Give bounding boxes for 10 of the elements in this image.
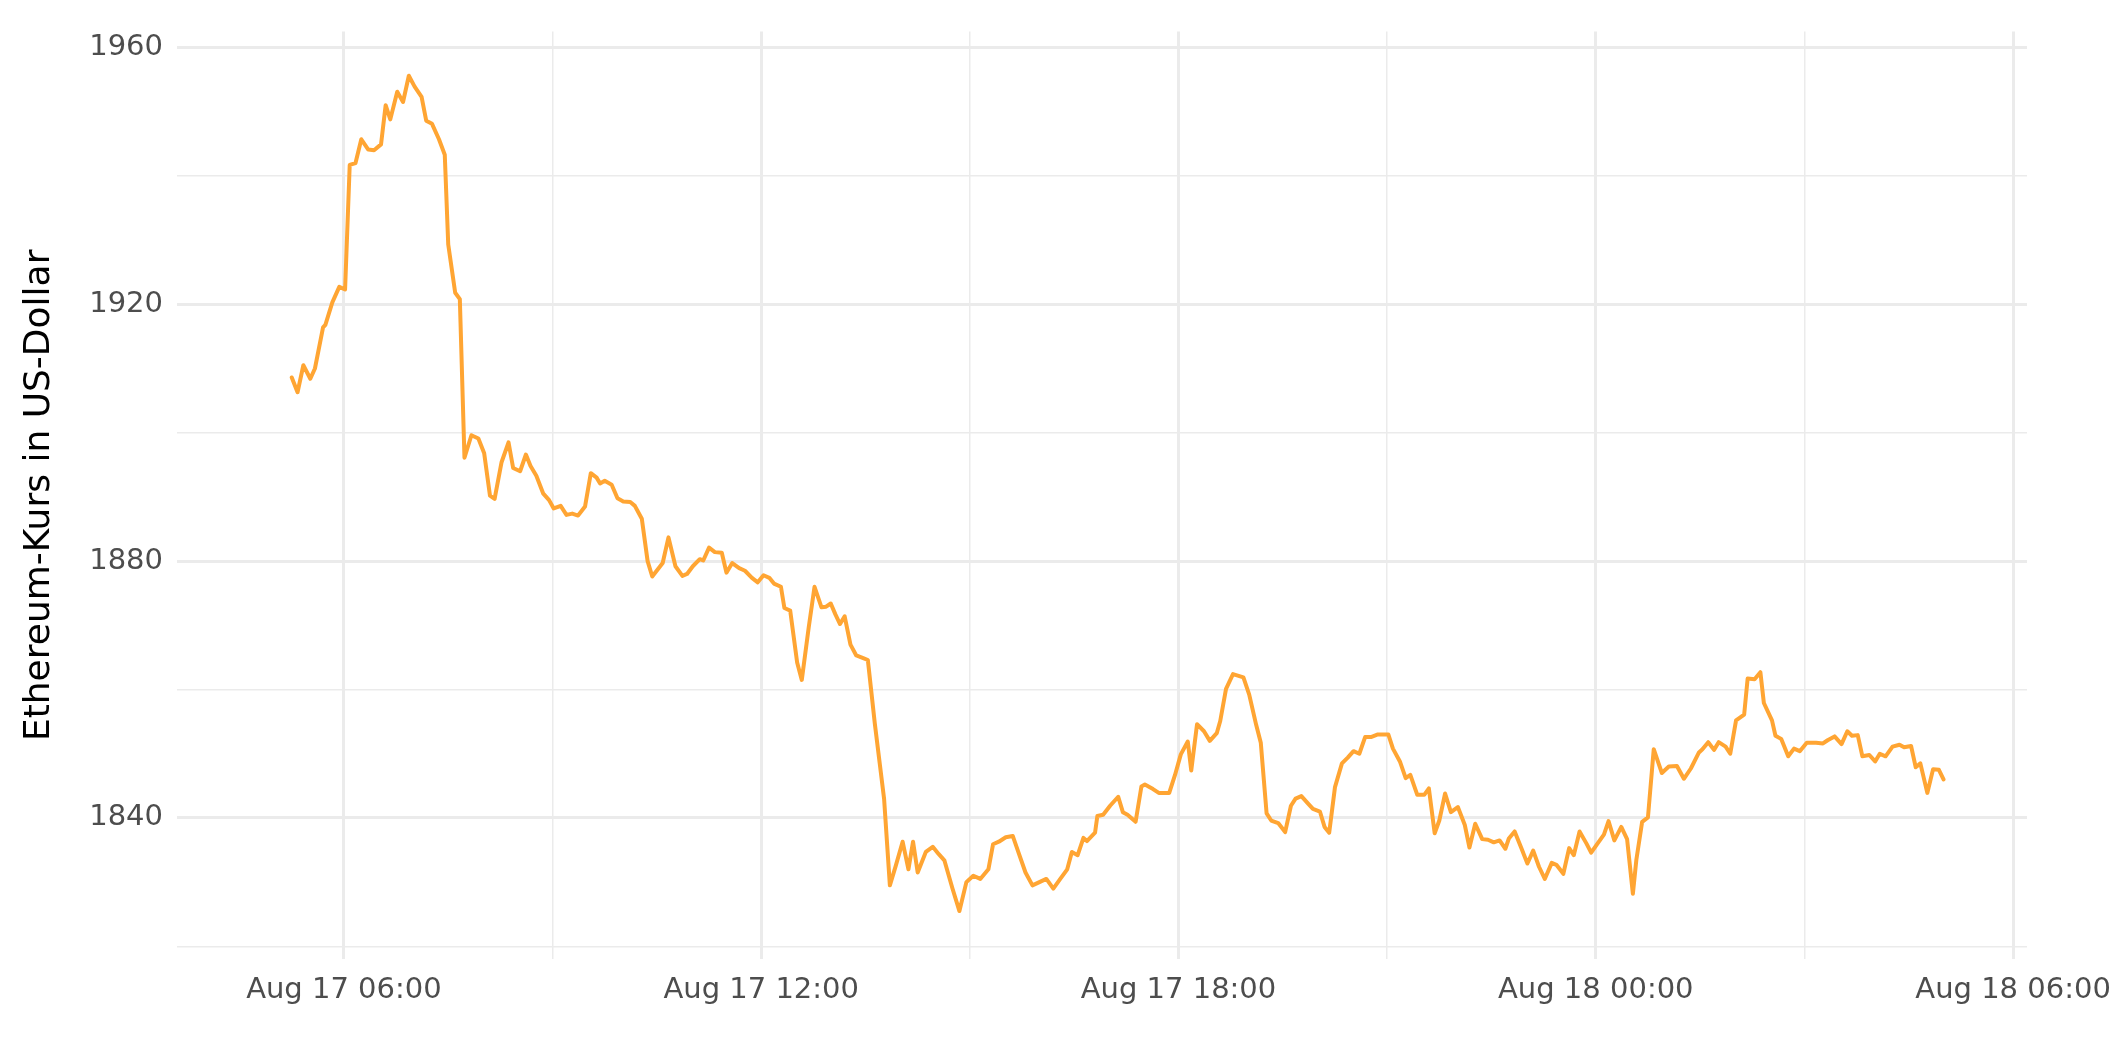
x-tick-label: Aug 18 00:00 xyxy=(1498,971,1694,1006)
y-tick-label: 1960 xyxy=(89,27,163,62)
x-tick-label: Aug 17 12:00 xyxy=(663,971,859,1006)
y-axis-title: Ethereum-Kurs in US-Dollar xyxy=(15,249,57,742)
x-tick-label: Aug 17 06:00 xyxy=(246,971,442,1006)
y-tick-label: 1840 xyxy=(89,798,163,833)
y-tick-label: 1880 xyxy=(89,541,163,576)
x-tick-label: Aug 17 18:00 xyxy=(1080,971,1277,1006)
y-tick-label: 1920 xyxy=(89,284,163,319)
x-tick-label: Aug 18 06:00 xyxy=(1915,971,2111,1006)
